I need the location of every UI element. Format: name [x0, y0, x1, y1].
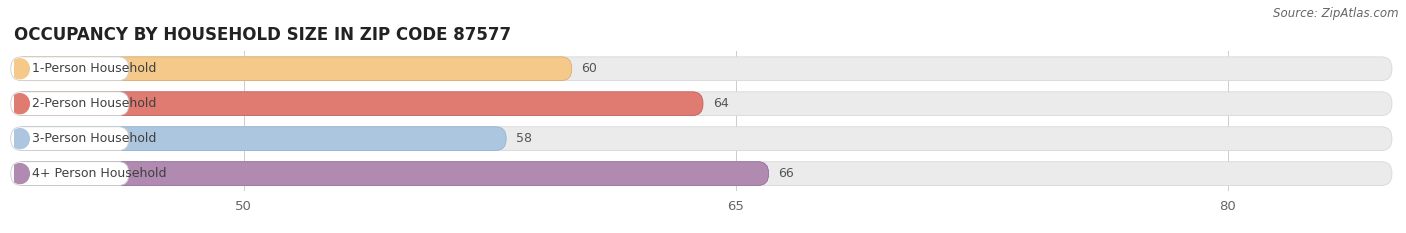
Text: 64: 64: [713, 97, 728, 110]
Circle shape: [11, 164, 30, 184]
Text: 4+ Person Household: 4+ Person Household: [32, 167, 166, 180]
Text: 3-Person Household: 3-Person Household: [32, 132, 156, 145]
Text: 58: 58: [516, 132, 531, 145]
FancyBboxPatch shape: [14, 162, 769, 185]
FancyBboxPatch shape: [11, 127, 129, 151]
FancyBboxPatch shape: [14, 92, 1392, 116]
Text: 60: 60: [582, 62, 598, 75]
Circle shape: [11, 94, 30, 114]
Text: 66: 66: [779, 167, 794, 180]
Circle shape: [11, 59, 30, 79]
Text: OCCUPANCY BY HOUSEHOLD SIZE IN ZIP CODE 87577: OCCUPANCY BY HOUSEHOLD SIZE IN ZIP CODE …: [14, 26, 512, 44]
FancyBboxPatch shape: [14, 57, 1392, 81]
Text: 1-Person Household: 1-Person Household: [32, 62, 156, 75]
FancyBboxPatch shape: [11, 162, 129, 185]
Circle shape: [11, 129, 30, 149]
FancyBboxPatch shape: [14, 57, 572, 81]
FancyBboxPatch shape: [11, 92, 129, 116]
FancyBboxPatch shape: [14, 92, 703, 116]
Text: 2-Person Household: 2-Person Household: [32, 97, 156, 110]
FancyBboxPatch shape: [14, 127, 1392, 151]
FancyBboxPatch shape: [14, 127, 506, 151]
FancyBboxPatch shape: [11, 57, 129, 81]
Text: Source: ZipAtlas.com: Source: ZipAtlas.com: [1274, 7, 1399, 20]
FancyBboxPatch shape: [14, 162, 1392, 185]
